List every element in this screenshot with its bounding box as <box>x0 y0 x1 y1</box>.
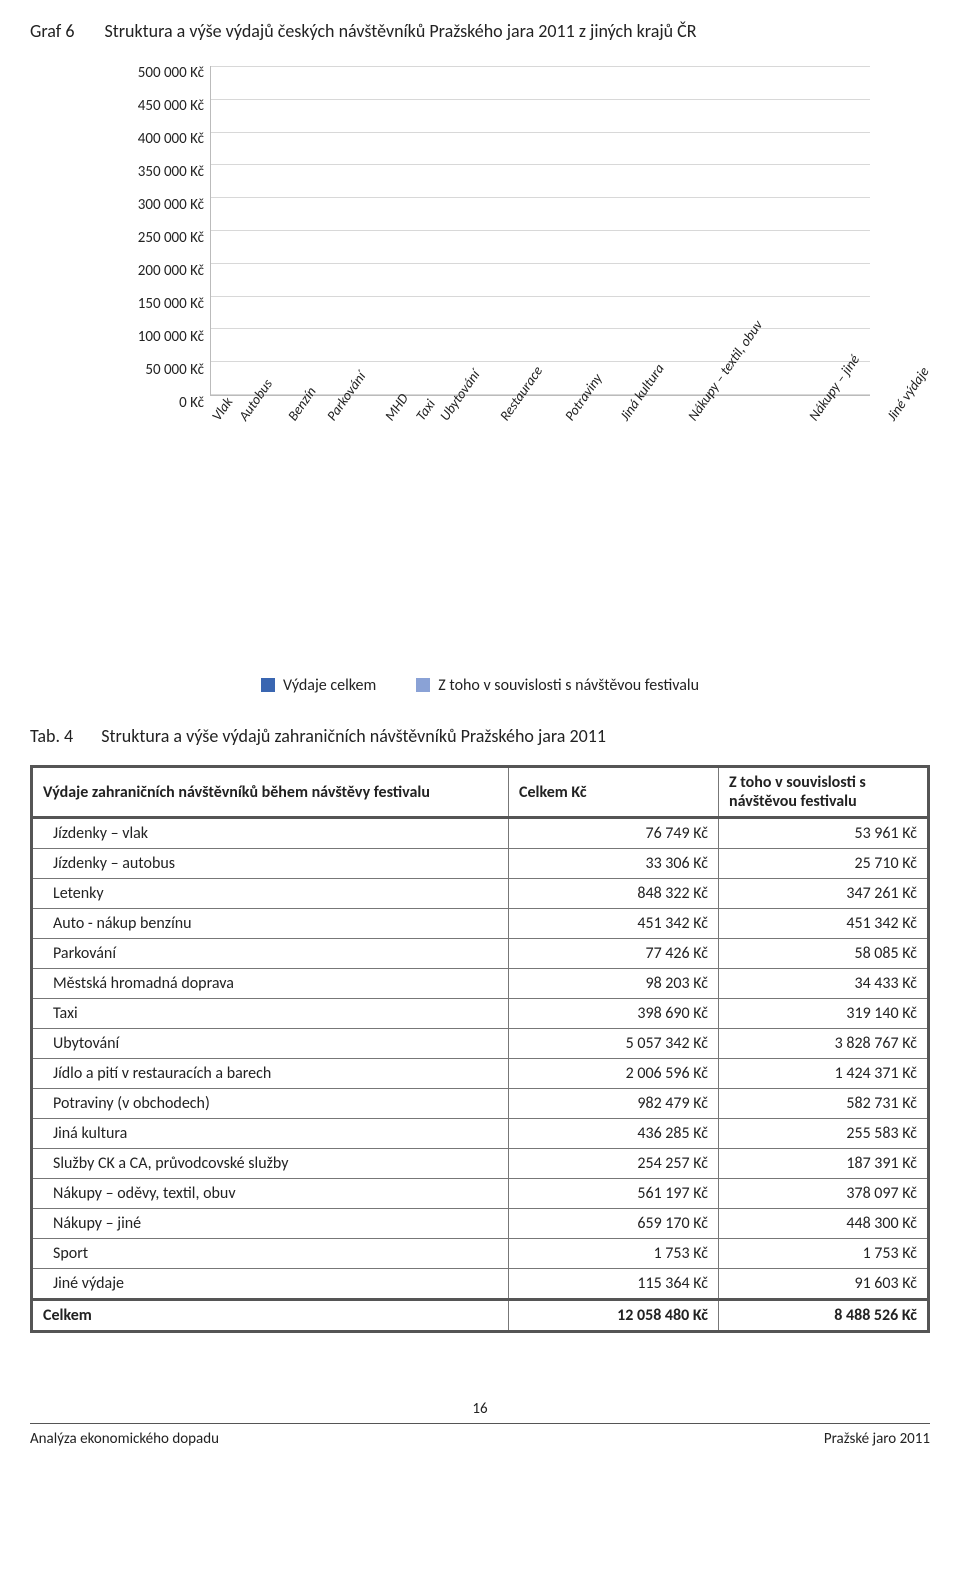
table-cell-festival: 187 391 Kč <box>719 1149 929 1179</box>
table-cell-festival: 1 424 371 Kč <box>719 1059 929 1089</box>
table-cell-festival: 378 097 Kč <box>719 1179 929 1209</box>
table-row: Jiné výdaje115 364 Kč91 603 Kč <box>32 1269 929 1300</box>
table-cell-total: 5 057 342 Kč <box>509 1029 719 1059</box>
table-row: Letenky848 322 Kč347 261 Kč <box>32 879 929 909</box>
table-row: Parkování77 426 Kč58 085 Kč <box>32 939 929 969</box>
table-row: Městská hromadná doprava98 203 Kč34 433 … <box>32 969 929 999</box>
table-row: Jízdenky – vlak76 749 Kč53 961 Kč <box>32 818 929 849</box>
table-row: Taxi398 690 Kč319 140 Kč <box>32 999 929 1029</box>
table-cell-total: 254 257 Kč <box>509 1149 719 1179</box>
table-cell-label: Letenky <box>32 879 509 909</box>
table-cell-festival: 448 300 Kč <box>719 1209 929 1239</box>
table-label: Tab. 4 <box>30 725 73 747</box>
table-cell-total: 115 364 Kč <box>509 1269 719 1300</box>
table-header-col3: Z toho v souvislosti s návštěvou festiva… <box>719 767 929 818</box>
table-total-col2: 8 488 526 Kč <box>719 1300 929 1332</box>
table-cell-festival: 347 261 Kč <box>719 879 929 909</box>
table-cell-label: Jízdenky – vlak <box>32 818 509 849</box>
y-axis: 0 Kč50 000 Kč100 000 Kč150 000 Kč200 000… <box>90 66 210 396</box>
table-cell-festival: 451 342 Kč <box>719 909 929 939</box>
table-row: Jídlo a pití v restauracích a barech2 00… <box>32 1059 929 1089</box>
legend-swatch-a <box>261 678 275 692</box>
table-cell-label: Nákupy – jiné <box>32 1209 509 1239</box>
table-total-col1: 12 058 480 Kč <box>509 1300 719 1332</box>
footer-left: Analýza ekonomického dopadu <box>30 1430 219 1448</box>
table-cell-label: Městská hromadná doprava <box>32 969 509 999</box>
table-cell-festival: 255 583 Kč <box>719 1119 929 1149</box>
table-cell-label: Auto - nákup benzínu <box>32 909 509 939</box>
chart-label: Graf 6 <box>30 20 74 42</box>
chart-title: Struktura a výše výdajů českých návštěvn… <box>104 20 696 42</box>
table-cell-total: 451 342 Kč <box>509 909 719 939</box>
legend-item-a: Výdaje celkem <box>261 676 376 695</box>
table-cell-label: Služby CK a CA, průvodcovské služby <box>32 1149 509 1179</box>
legend-item-b: Z toho v souvislosti s návštěvou festiva… <box>416 676 699 695</box>
table-total-row: Celkem 12 058 480 Kč 8 488 526 Kč <box>32 1300 929 1332</box>
table-cell-total: 1 753 Kč <box>509 1239 719 1269</box>
page-footer: 16 Analýza ekonomického dopadu Pražské j… <box>30 1423 930 1448</box>
table-row: Ubytování5 057 342 Kč3 828 767 Kč <box>32 1029 929 1059</box>
legend-swatch-b <box>416 678 430 692</box>
table-cell-festival: 53 961 Kč <box>719 818 929 849</box>
table-cell-label: Nákupy – oděvy, textil, obuv <box>32 1179 509 1209</box>
table-row: Jiná kultura436 285 Kč255 583 Kč <box>32 1119 929 1149</box>
table-cell-label: Parkování <box>32 939 509 969</box>
table-cell-total: 2 006 596 Kč <box>509 1059 719 1089</box>
table-row: Potraviny (v obchodech)982 479 Kč582 731… <box>32 1089 929 1119</box>
table-total-label: Celkem <box>32 1300 509 1332</box>
table-cell-label: Jiná kultura <box>32 1119 509 1149</box>
expenses-table: Výdaje zahraničních návštěvníků během ná… <box>30 765 930 1333</box>
footer-right: Pražské jaro 2011 <box>824 1430 930 1448</box>
table-cell-label: Ubytování <box>32 1029 509 1059</box>
table-cell-label: Potraviny (v obchodech) <box>32 1089 509 1119</box>
table-row: Jízdenky – autobus33 306 Kč25 710 Kč <box>32 849 929 879</box>
table-cell-total: 436 285 Kč <box>509 1119 719 1149</box>
table-cell-label: Jízdenky – autobus <box>32 849 509 879</box>
table-cell-label: Sport <box>32 1239 509 1269</box>
table-cell-festival: 319 140 Kč <box>719 999 929 1029</box>
table-row: Nákupy – jiné659 170 Kč448 300 Kč <box>32 1209 929 1239</box>
chart-legend: Výdaje celkem Z toho v souvislosti s náv… <box>90 676 870 695</box>
table-cell-label: Taxi <box>32 999 509 1029</box>
table-cell-total: 848 322 Kč <box>509 879 719 909</box>
table-cell-total: 398 690 Kč <box>509 999 719 1029</box>
table-cell-total: 659 170 Kč <box>509 1209 719 1239</box>
table-cell-total: 77 426 Kč <box>509 939 719 969</box>
table-cell-total: 33 306 Kč <box>509 849 719 879</box>
x-axis-labels: VlakAutobusBenzínParkováníMHDTaxiUbytová… <box>210 396 870 506</box>
table-cell-label: Jiné výdaje <box>32 1269 509 1300</box>
table-cell-festival: 34 433 Kč <box>719 969 929 999</box>
table-cell-festival: 582 731 Kč <box>719 1089 929 1119</box>
table-row: Auto - nákup benzínu451 342 Kč451 342 Kč <box>32 909 929 939</box>
table-header-col1: Výdaje zahraničních návštěvníků během ná… <box>32 767 509 818</box>
legend-label-a: Výdaje celkem <box>283 676 376 695</box>
table-cell-festival: 25 710 Kč <box>719 849 929 879</box>
table-heading: Tab. 4 Struktura a výše výdajů zahraničn… <box>30 725 930 747</box>
table-cell-total: 982 479 Kč <box>509 1089 719 1119</box>
table-cell-total: 98 203 Kč <box>509 969 719 999</box>
table-cell-total: 76 749 Kč <box>509 818 719 849</box>
page-number: 16 <box>472 1400 487 1418</box>
table-title: Struktura a výše výdajů zahraničních náv… <box>101 725 606 747</box>
table-row: Nákupy – oděvy, textil, obuv561 197 Kč37… <box>32 1179 929 1209</box>
legend-label-b: Z toho v souvislosti s návštěvou festiva… <box>438 676 699 695</box>
table-cell-label: Jídlo a pití v restauracích a barech <box>32 1059 509 1089</box>
table-cell-total: 561 197 Kč <box>509 1179 719 1209</box>
chart-heading: Graf 6 Struktura a výše výdajů českých n… <box>30 20 930 42</box>
table-row: Sport1 753 Kč1 753 Kč <box>32 1239 929 1269</box>
table-cell-festival: 3 828 767 Kč <box>719 1029 929 1059</box>
table-cell-festival: 58 085 Kč <box>719 939 929 969</box>
table-row: Služby CK a CA, průvodcovské služby254 2… <box>32 1149 929 1179</box>
table-header-row: Výdaje zahraničních návštěvníků během ná… <box>32 767 929 818</box>
table-header-col2: Celkem Kč <box>509 767 719 818</box>
table-cell-festival: 91 603 Kč <box>719 1269 929 1300</box>
table-cell-festival: 1 753 Kč <box>719 1239 929 1269</box>
bar-chart: 0 Kč50 000 Kč100 000 Kč150 000 Kč200 000… <box>90 66 870 695</box>
